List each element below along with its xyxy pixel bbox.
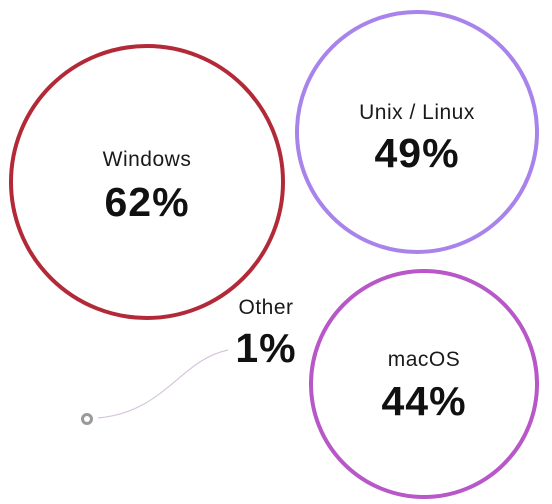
bubble-macos: macOS 44% xyxy=(309,269,539,499)
bubble-other: Other 1% xyxy=(81,296,296,425)
bubble-windows-value: 62% xyxy=(104,179,189,225)
bubble-windows-label: Windows xyxy=(103,148,192,171)
bubble-other-circle xyxy=(81,413,93,425)
bubble-macos-value: 44% xyxy=(381,378,466,424)
bubble-unix-linux-value: 49% xyxy=(374,130,459,176)
bubble-unix-linux: Unix / Linux 49% xyxy=(295,10,539,254)
bubble-other-value: 1% xyxy=(235,325,296,371)
bubble-macos-circle xyxy=(309,269,539,499)
bubble-windows-circle xyxy=(9,44,285,320)
bubble-windows: Windows 62% xyxy=(9,44,285,320)
bubble-unix-linux-label: Unix / Linux xyxy=(359,101,475,124)
bubble-other-label: Other xyxy=(238,296,293,319)
bubble-macos-label: macOS xyxy=(388,348,461,371)
other-connector-line xyxy=(97,349,229,419)
bubble-unix-linux-circle xyxy=(295,10,539,254)
